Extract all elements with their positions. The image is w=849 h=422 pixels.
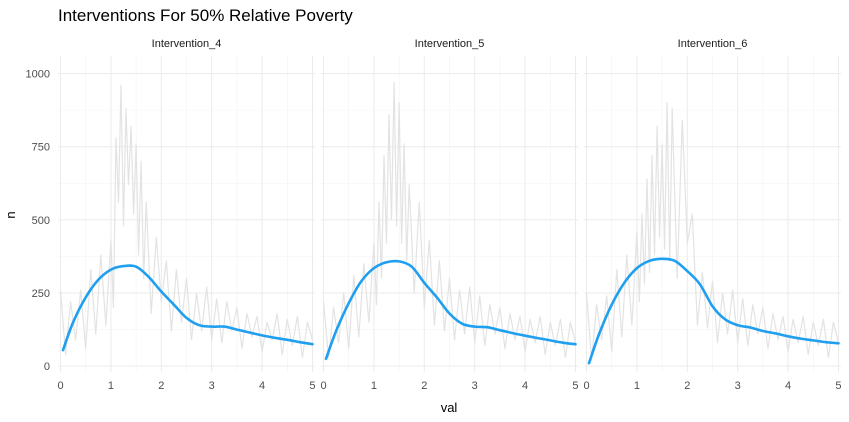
x-tick-label: 5 [309, 380, 315, 392]
smoothed-trend-line [587, 257, 840, 365]
x-tick-label: 2 [158, 380, 164, 392]
x-tick-label: 1 [371, 380, 377, 392]
y-tick-label: 500 [32, 215, 50, 227]
x-tick-label: 4 [785, 380, 791, 392]
x-tick-label: 4 [259, 380, 265, 392]
smoothed-trend-line [324, 259, 577, 361]
y-axis-title: n [3, 211, 18, 218]
x-tick-label: 0 [57, 380, 63, 392]
x-tick-label: 1 [108, 380, 114, 392]
panel-strip-label: Intervention_6 [678, 38, 748, 50]
panel-strip-label: Intervention_5 [415, 38, 485, 50]
x-tick-label: 3 [209, 380, 215, 392]
panel-1: Intervention_4 0 1 2 3 4 5 0 250 500 750 1000 [26, 38, 316, 392]
x-tick-label: 1 [634, 380, 640, 392]
panels-group: Intervention_40 1 2 3 4 502505007501000Interv… [26, 38, 842, 392]
y-tick-label: 750 [32, 142, 50, 154]
panel-3: Intervention_6 0 1 2 3 4 5 [583, 38, 841, 392]
x-tick-label: 0 [583, 380, 589, 392]
y-tick-label: 0 [44, 361, 50, 373]
smoothed-trend-line [61, 264, 314, 352]
chart-title: Interventions For 50% Relative Poverty [58, 6, 353, 25]
panel-strip-label: Intervention_4 [152, 38, 222, 50]
y-tick-label: 250 [32, 288, 50, 300]
x-axis-title: val [441, 400, 458, 415]
x-tick-label: 3 [472, 380, 478, 392]
x-tick-label: 3 [735, 380, 741, 392]
panel-2: Intervention_5 0 1 2 3 4 5 [320, 38, 578, 392]
x-tick-label: 0 [320, 380, 326, 392]
raw-count-line [585, 102, 840, 361]
x-tick-label: 5 [572, 380, 578, 392]
x-tick-label: 4 [522, 380, 528, 392]
x-tick-label: 2 [684, 380, 690, 392]
x-tick-label: 5 [835, 380, 841, 392]
x-tick-label: 2 [421, 380, 427, 392]
y-tick-label: 1000 [26, 69, 50, 81]
